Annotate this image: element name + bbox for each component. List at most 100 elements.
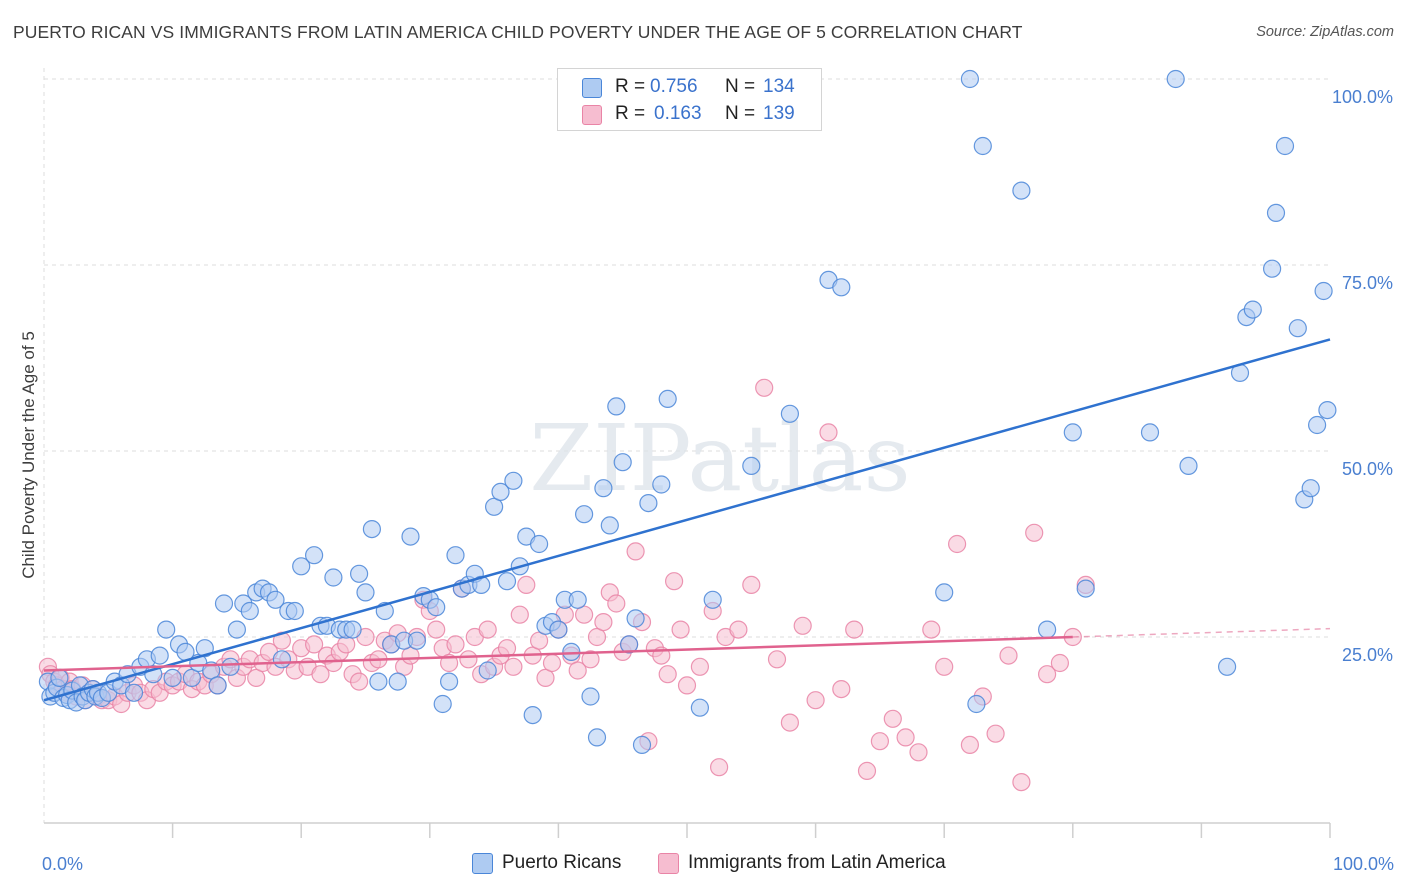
puerto-rican-point (208, 676, 227, 695)
immigrant-point (819, 423, 838, 442)
puerto-rican-point (658, 389, 677, 408)
legend-swatch-blue (582, 78, 602, 98)
puerto-rican-point (440, 672, 459, 691)
puerto-rican-point (1140, 423, 1160, 442)
immigrant-point (1012, 772, 1031, 792)
puerto-rican-point (780, 404, 800, 423)
puerto-rican-point (1076, 579, 1095, 598)
y-tick-label: 100.0% (1332, 87, 1393, 107)
puerto-rican-point (1217, 657, 1237, 676)
puerto-rican-point (478, 661, 497, 680)
watermark: ZIPatlas (529, 405, 910, 512)
puerto-rican-point (407, 631, 426, 650)
immigrant-point (664, 572, 684, 591)
puerto-rican-point (504, 471, 523, 490)
immigrant-point (960, 735, 980, 755)
puerto-rican-point (1012, 181, 1031, 200)
immigrant-point (845, 620, 864, 639)
puerto-rican-point (690, 698, 710, 717)
immigrant-point (581, 650, 600, 669)
puerto-rican-point (703, 590, 722, 609)
source-credit: Source: ZipAtlas.com (1256, 24, 1394, 40)
puerto-rican-point (1318, 401, 1337, 420)
puerto-rican-point (639, 494, 658, 513)
immigrant-point (857, 761, 877, 781)
immigrant-point (671, 620, 690, 639)
puerto-rican-point (832, 278, 851, 297)
immigrant-point (568, 661, 587, 680)
immigrant-point (510, 605, 529, 624)
chart-title: PUERTO RICAN VS IMMIGRANTS FROM LATIN AM… (13, 22, 1023, 42)
immigrant-point (536, 668, 555, 688)
puerto-rican-point (324, 568, 343, 587)
puerto-rican-point (195, 639, 214, 658)
immigrant-point (709, 758, 729, 777)
puerto-rican-point (613, 453, 632, 472)
puerto-rican-point (157, 620, 176, 639)
y-tick-label: 25.0% (1342, 645, 1393, 665)
puerto-rican-point (581, 687, 600, 706)
puerto-rican-point (433, 694, 452, 714)
y-tick-label: 50.0% (1342, 459, 1393, 479)
immigrant-point (305, 635, 324, 654)
trend-line-puerto-ricans (43, 338, 1331, 702)
puerto-rican-point (401, 527, 420, 546)
immigrant-point (677, 676, 697, 695)
immigrant-point (311, 665, 330, 684)
legend-n-label: N = (725, 76, 756, 97)
x-tick-label-max: 100.0% (1333, 854, 1394, 874)
y-tick-label: 75.0% (1342, 273, 1393, 293)
puerto-rican-point (1266, 203, 1286, 222)
puerto-rican-point (1301, 479, 1320, 498)
immigrant-point (350, 672, 369, 691)
puerto-rican-point (362, 519, 381, 539)
puerto-rican-point (960, 69, 980, 89)
puerto-rican-point (124, 683, 144, 702)
puerto-rican-point (227, 620, 246, 639)
puerto-rican-point (973, 136, 992, 156)
x-tick-label-min: 0.0% (42, 854, 83, 874)
puerto-rican-point (600, 516, 619, 535)
puerto-rican-point (632, 735, 652, 755)
legend-n-value: 134 (763, 76, 795, 97)
puerto-rican-point (491, 482, 510, 501)
puerto-rican-point (369, 672, 388, 691)
puerto-rican-point (1275, 136, 1295, 156)
puerto-rican-point (285, 601, 304, 621)
legend-r-label: R = (615, 103, 646, 124)
legend-n-label: N = (725, 103, 756, 124)
immigrant-point (922, 620, 941, 639)
puerto-rican-point (652, 475, 671, 494)
immigrant-point (729, 620, 748, 639)
bottom-legend-label: Puerto Ricans (502, 852, 622, 873)
puerto-rican-point (388, 672, 407, 691)
puerto-rican-point (523, 705, 542, 725)
puerto-rican-point (343, 620, 362, 639)
immigrant-point (986, 724, 1005, 743)
puerto-rican-point (240, 601, 259, 621)
puerto-rican-point (1314, 281, 1333, 301)
immigrant-point (793, 616, 812, 635)
y-tick-labels: 25.0% 50.0% 75.0% 100.0% (1332, 87, 1393, 665)
puerto-rican-point (574, 505, 594, 524)
puerto-rican-point (497, 572, 517, 591)
immigrant-point (870, 732, 890, 751)
immigrant-point (755, 378, 774, 397)
y-axis-label: Child Poverty Under the Age of 5 (19, 331, 38, 579)
puerto-rican-point (214, 594, 234, 613)
puerto-rican-point (935, 583, 954, 602)
legend-n-value: 139 (763, 103, 795, 124)
immigrant-point (594, 612, 613, 632)
puerto-rican-point (1243, 300, 1262, 319)
immigrant-point (742, 575, 761, 595)
immigrant-point (896, 728, 915, 747)
puerto-rican-point (50, 668, 69, 688)
puerto-rican-point (529, 534, 549, 554)
immigrant-point (1025, 523, 1044, 542)
puerto-rican-point (1037, 620, 1057, 639)
immigrant-point (1050, 653, 1070, 673)
legend-r-value: 0.163 (654, 103, 702, 124)
immigrant-point (806, 691, 825, 710)
immigrant-point (517, 575, 536, 595)
